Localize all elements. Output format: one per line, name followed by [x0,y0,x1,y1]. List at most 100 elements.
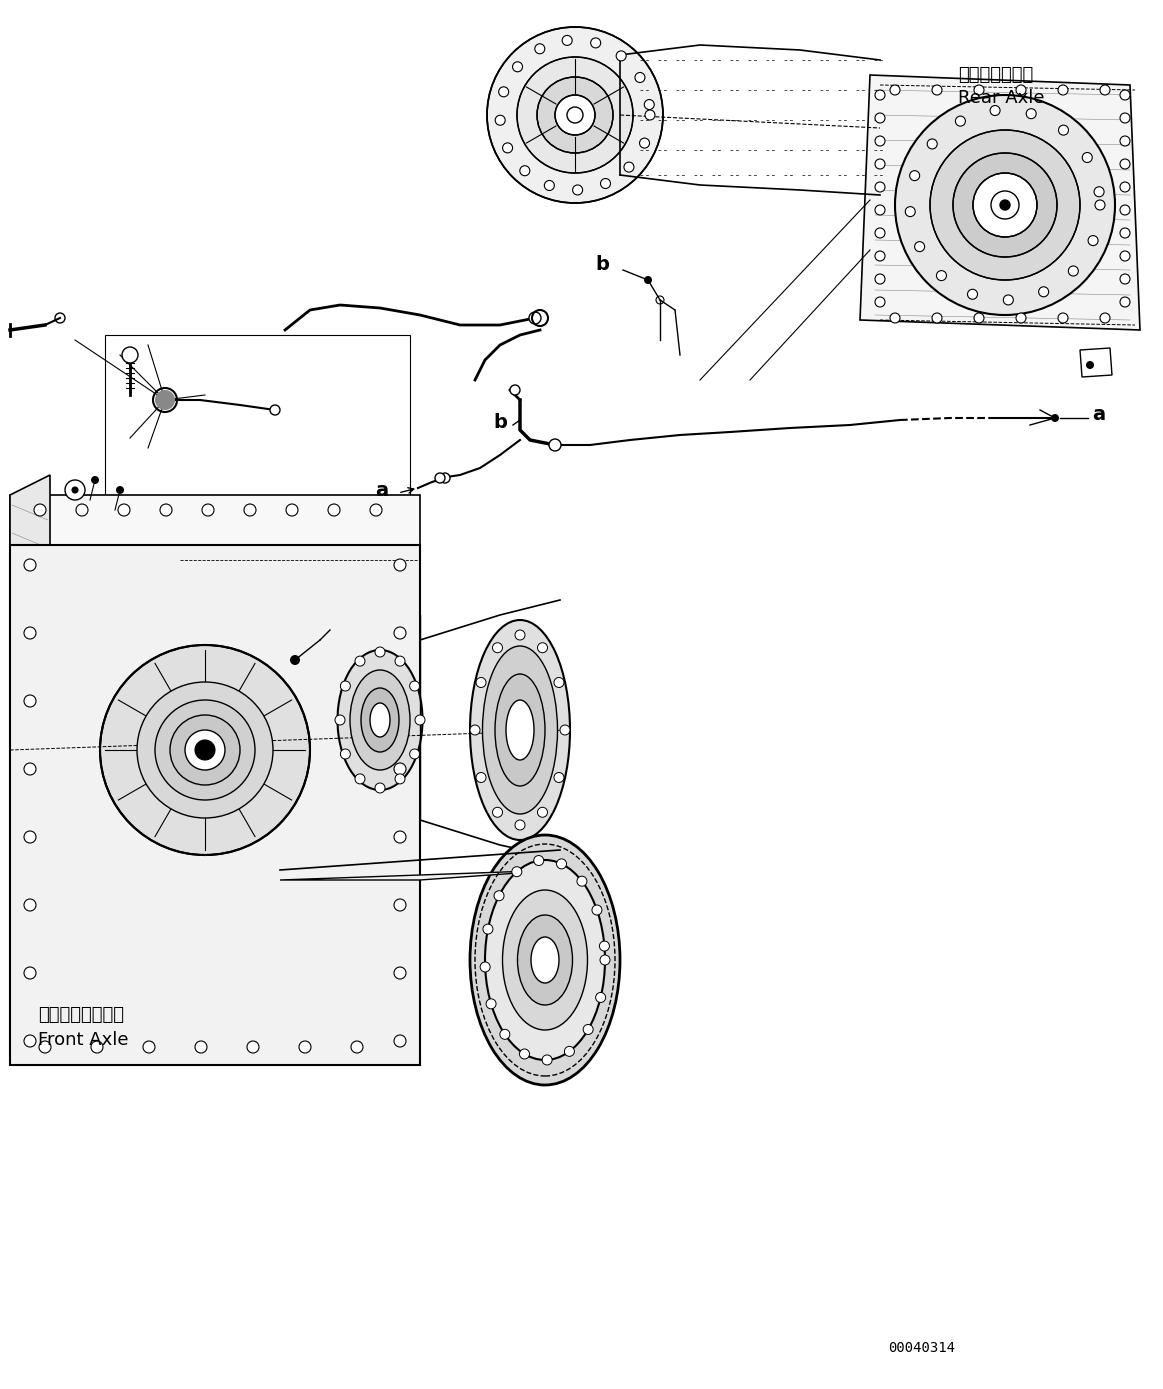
Circle shape [554,678,564,688]
Circle shape [875,158,885,169]
Circle shape [875,251,885,261]
Circle shape [1016,85,1026,94]
Polygon shape [10,494,420,544]
Circle shape [440,474,450,483]
Circle shape [24,694,36,707]
Circle shape [1120,113,1130,124]
Circle shape [1100,85,1110,94]
Text: a: a [1092,406,1105,425]
Circle shape [973,174,1037,238]
Circle shape [973,313,984,324]
Circle shape [1083,153,1092,163]
Circle shape [476,678,486,688]
Circle shape [480,963,490,972]
Ellipse shape [470,619,570,840]
Circle shape [542,1054,552,1065]
Circle shape [1120,136,1130,146]
Circle shape [518,57,633,174]
Circle shape [549,439,561,451]
Circle shape [374,647,385,657]
Circle shape [875,228,885,238]
Circle shape [875,136,885,146]
Ellipse shape [337,650,422,790]
Circle shape [394,831,406,843]
Ellipse shape [531,938,559,983]
Circle shape [415,715,424,725]
Circle shape [1089,236,1098,246]
Circle shape [394,626,406,639]
Circle shape [370,504,381,515]
Ellipse shape [483,646,557,814]
Circle shape [91,476,99,483]
Circle shape [394,967,406,979]
Circle shape [502,143,513,153]
Circle shape [500,1029,509,1039]
Circle shape [24,763,36,775]
Circle shape [896,94,1115,315]
Circle shape [1120,182,1130,192]
Circle shape [286,504,298,515]
Circle shape [170,715,240,785]
Circle shape [24,1035,36,1047]
Circle shape [932,313,942,324]
Text: Rear Axle: Rear Axle [958,89,1044,107]
Circle shape [932,85,942,94]
Circle shape [890,85,900,94]
Circle shape [591,38,600,47]
Circle shape [1051,414,1059,422]
Circle shape [554,772,564,782]
Circle shape [494,890,504,900]
Circle shape [1069,265,1078,276]
Circle shape [1120,158,1130,169]
Circle shape [644,276,652,283]
Circle shape [520,1049,529,1058]
Circle shape [435,474,445,483]
Circle shape [299,1040,311,1053]
Circle shape [100,644,311,856]
Ellipse shape [502,890,587,1031]
Circle shape [1058,313,1068,324]
Circle shape [544,181,555,190]
Circle shape [76,504,88,515]
Ellipse shape [470,835,620,1085]
Text: Front Axle: Front Axle [38,1031,128,1049]
Circle shape [1120,297,1130,307]
Circle shape [116,486,124,494]
Circle shape [990,106,1000,115]
Circle shape [534,856,544,865]
Circle shape [890,313,900,324]
Circle shape [520,165,530,176]
Circle shape [875,274,885,283]
Circle shape [640,138,650,149]
Circle shape [1094,186,1104,197]
Circle shape [394,694,406,707]
Circle shape [247,1040,259,1053]
Circle shape [537,807,548,817]
Circle shape [557,858,566,870]
Circle shape [328,504,340,515]
Circle shape [483,924,493,933]
Circle shape [72,488,78,493]
Circle shape [927,139,937,149]
Circle shape [195,740,215,760]
Circle shape [185,731,224,770]
Circle shape [635,72,645,82]
Circle shape [1016,313,1026,324]
Circle shape [513,61,522,72]
Text: a: a [374,481,388,500]
Circle shape [155,700,255,800]
Circle shape [905,207,915,217]
Circle shape [600,179,611,189]
Circle shape [991,192,1019,219]
Circle shape [595,993,606,1003]
Polygon shape [10,475,50,1065]
Circle shape [535,44,544,54]
Circle shape [24,899,36,911]
Ellipse shape [361,688,399,751]
Text: 00040314: 00040314 [889,1340,955,1356]
Circle shape [355,656,365,667]
Circle shape [487,26,663,203]
Circle shape [914,242,925,251]
Circle shape [270,406,280,415]
Circle shape [1026,108,1036,118]
